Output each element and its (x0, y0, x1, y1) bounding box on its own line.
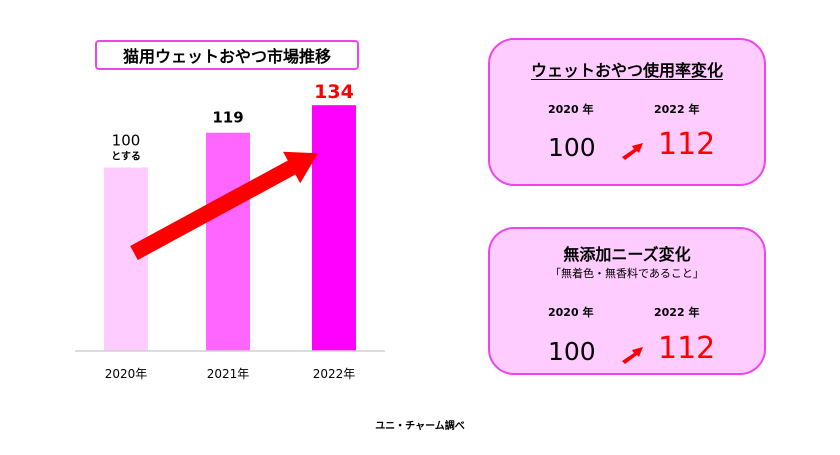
category-label: 2022年 (313, 367, 356, 381)
usage-value-from: 100 (548, 133, 596, 162)
bar-chart: 100 2020年 119 2021年 134 2022年 とする (75, 81, 385, 381)
additive-free-card: 無添加ニーズ変化 「無着色・無香料であること」 2020 年 2022 年 10… (488, 227, 766, 375)
usage-rate-title: ウェットおやつ使用率変化 (530, 61, 723, 80)
first-bar-note: とする (111, 151, 141, 163)
increase-arrow-icon (622, 143, 643, 160)
chart-title: 猫用ウェットおやつ市場推移 (95, 40, 359, 70)
value-label: 100 (112, 132, 141, 150)
usage-year-to: 2022 年 (654, 103, 700, 116)
additive-free-title: 無添加ニーズ変化 (563, 245, 691, 264)
value-label: 119 (212, 109, 243, 127)
usage-value-to: 112 (658, 127, 716, 162)
usage-rate-card: ウェットおやつ使用率変化 2020 年 2022 年 100 112 (488, 38, 766, 186)
bar-2021年 (206, 132, 250, 351)
category-label: 2021年 (207, 367, 250, 381)
category-label: 2020年 (105, 367, 148, 381)
value-label: 134 (314, 81, 354, 103)
additive-value-to: 112 (658, 331, 716, 366)
additive-year-to: 2022 年 (654, 306, 700, 319)
additive-value-from: 100 (548, 337, 596, 366)
additive-free-subtitle: 「無着色・無香料であること」 (550, 267, 704, 280)
bar-2020年 (104, 167, 148, 351)
source-note: ユニ・チャーム調べ (375, 421, 465, 432)
usage-year-from: 2020 年 (548, 103, 594, 116)
additive-year-from: 2020 年 (548, 306, 594, 319)
growth-arrow-icon (130, 151, 318, 260)
bar-2022年 (312, 105, 356, 351)
increase-arrow-icon (622, 347, 643, 364)
